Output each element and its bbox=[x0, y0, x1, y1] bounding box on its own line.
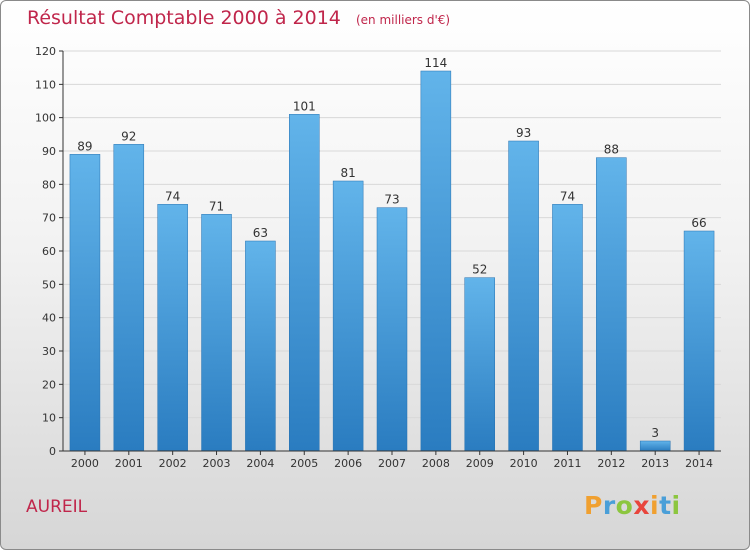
title-text: Résultat Comptable 2000 à 2014 bbox=[27, 7, 341, 29]
bar-2010 bbox=[508, 140, 539, 452]
bars bbox=[69, 70, 715, 452]
value-label-2010: 93 bbox=[516, 126, 531, 140]
y-tick-label: 60 bbox=[42, 245, 56, 258]
y-tick-label: 80 bbox=[42, 178, 56, 191]
value-label-2007: 73 bbox=[384, 193, 399, 207]
logo-letter: o bbox=[615, 491, 634, 520]
bar-2001 bbox=[113, 144, 145, 452]
commune-name: AUREIL bbox=[26, 497, 88, 517]
x-tick-label-2014: 2014 bbox=[685, 457, 713, 470]
x-tick-label-2008: 2008 bbox=[422, 457, 450, 470]
value-label-2006: 81 bbox=[340, 166, 355, 180]
y-tick-label: 20 bbox=[42, 378, 56, 391]
logo-letter: x bbox=[633, 491, 650, 520]
labels: 0 10 20 30 40 50 60 70 80 90 100 110 120 89 2000 92 2001… bbox=[35, 45, 713, 470]
x-tick-label-2005: 2005 bbox=[290, 457, 318, 470]
y-tick-label: 40 bbox=[42, 312, 56, 325]
logo-letter: t bbox=[659, 491, 672, 520]
value-label-2002: 74 bbox=[165, 189, 180, 203]
bar-2003 bbox=[201, 214, 232, 452]
y-tick-label: 30 bbox=[42, 345, 56, 358]
x-tick-label-2011: 2011 bbox=[553, 457, 581, 470]
axes bbox=[59, 50, 721, 455]
value-label-2013: 3 bbox=[651, 426, 659, 440]
x-tick-label-2002: 2002 bbox=[159, 457, 187, 470]
bar-2013 bbox=[639, 440, 671, 452]
y-tick-label: 70 bbox=[42, 212, 56, 225]
logo-letter: P bbox=[584, 491, 603, 520]
logo-letter: r bbox=[602, 491, 616, 520]
x-tick-label-2013: 2013 bbox=[641, 457, 669, 470]
x-tick-label-2012: 2012 bbox=[597, 457, 625, 470]
y-tick-label: 120 bbox=[35, 45, 56, 58]
value-label-2012: 88 bbox=[604, 143, 619, 157]
y-tick-label: 10 bbox=[42, 412, 56, 425]
x-tick-label-2004: 2004 bbox=[246, 457, 274, 470]
x-tick-label-2006: 2006 bbox=[334, 457, 362, 470]
bar-2012 bbox=[596, 157, 627, 452]
proxiti-logo: Proxiti bbox=[584, 491, 681, 520]
bar-2004 bbox=[245, 240, 276, 452]
value-label-2011: 74 bbox=[560, 189, 575, 203]
value-label-2005: 101 bbox=[293, 99, 316, 113]
x-tick-label-2003: 2003 bbox=[203, 457, 231, 470]
x-tick-label-2009: 2009 bbox=[466, 457, 494, 470]
value-label-2014: 66 bbox=[691, 216, 706, 230]
bar-2005 bbox=[289, 114, 320, 452]
title-unit: (en milliers d'€) bbox=[355, 13, 451, 27]
y-tick-label: 100 bbox=[35, 112, 56, 125]
y-tick-label: 90 bbox=[42, 145, 56, 158]
bar-2011 bbox=[552, 204, 583, 452]
y-tick-label: 0 bbox=[49, 445, 56, 458]
x-tick-label-2010: 2010 bbox=[510, 457, 538, 470]
y-tick-label: 50 bbox=[42, 278, 56, 291]
value-label-2008: 114 bbox=[424, 56, 447, 70]
value-label-2009: 52 bbox=[472, 263, 487, 277]
x-tick-label-2000: 2000 bbox=[71, 457, 99, 470]
value-label-2000: 89 bbox=[77, 139, 92, 153]
bar-2014 bbox=[683, 230, 715, 452]
x-tick-label-2007: 2007 bbox=[378, 457, 406, 470]
logo-letter: i bbox=[671, 491, 681, 520]
y-tick-label: 110 bbox=[35, 78, 56, 91]
value-label-2001: 92 bbox=[121, 129, 136, 143]
bar-2007 bbox=[376, 207, 408, 452]
value-label-2004: 63 bbox=[253, 226, 268, 240]
bar-2002 bbox=[157, 204, 188, 452]
bar-2006 bbox=[332, 180, 364, 452]
bar-2000 bbox=[69, 154, 101, 452]
chart-title: Résultat Comptable 2000 à 2014 (en milli… bbox=[27, 7, 450, 29]
x-tick-label-2001: 2001 bbox=[115, 457, 143, 470]
value-label-2003: 71 bbox=[209, 199, 224, 213]
logo-letter: i bbox=[650, 491, 660, 520]
bar-2008 bbox=[420, 70, 452, 452]
bar-2009 bbox=[464, 277, 495, 452]
